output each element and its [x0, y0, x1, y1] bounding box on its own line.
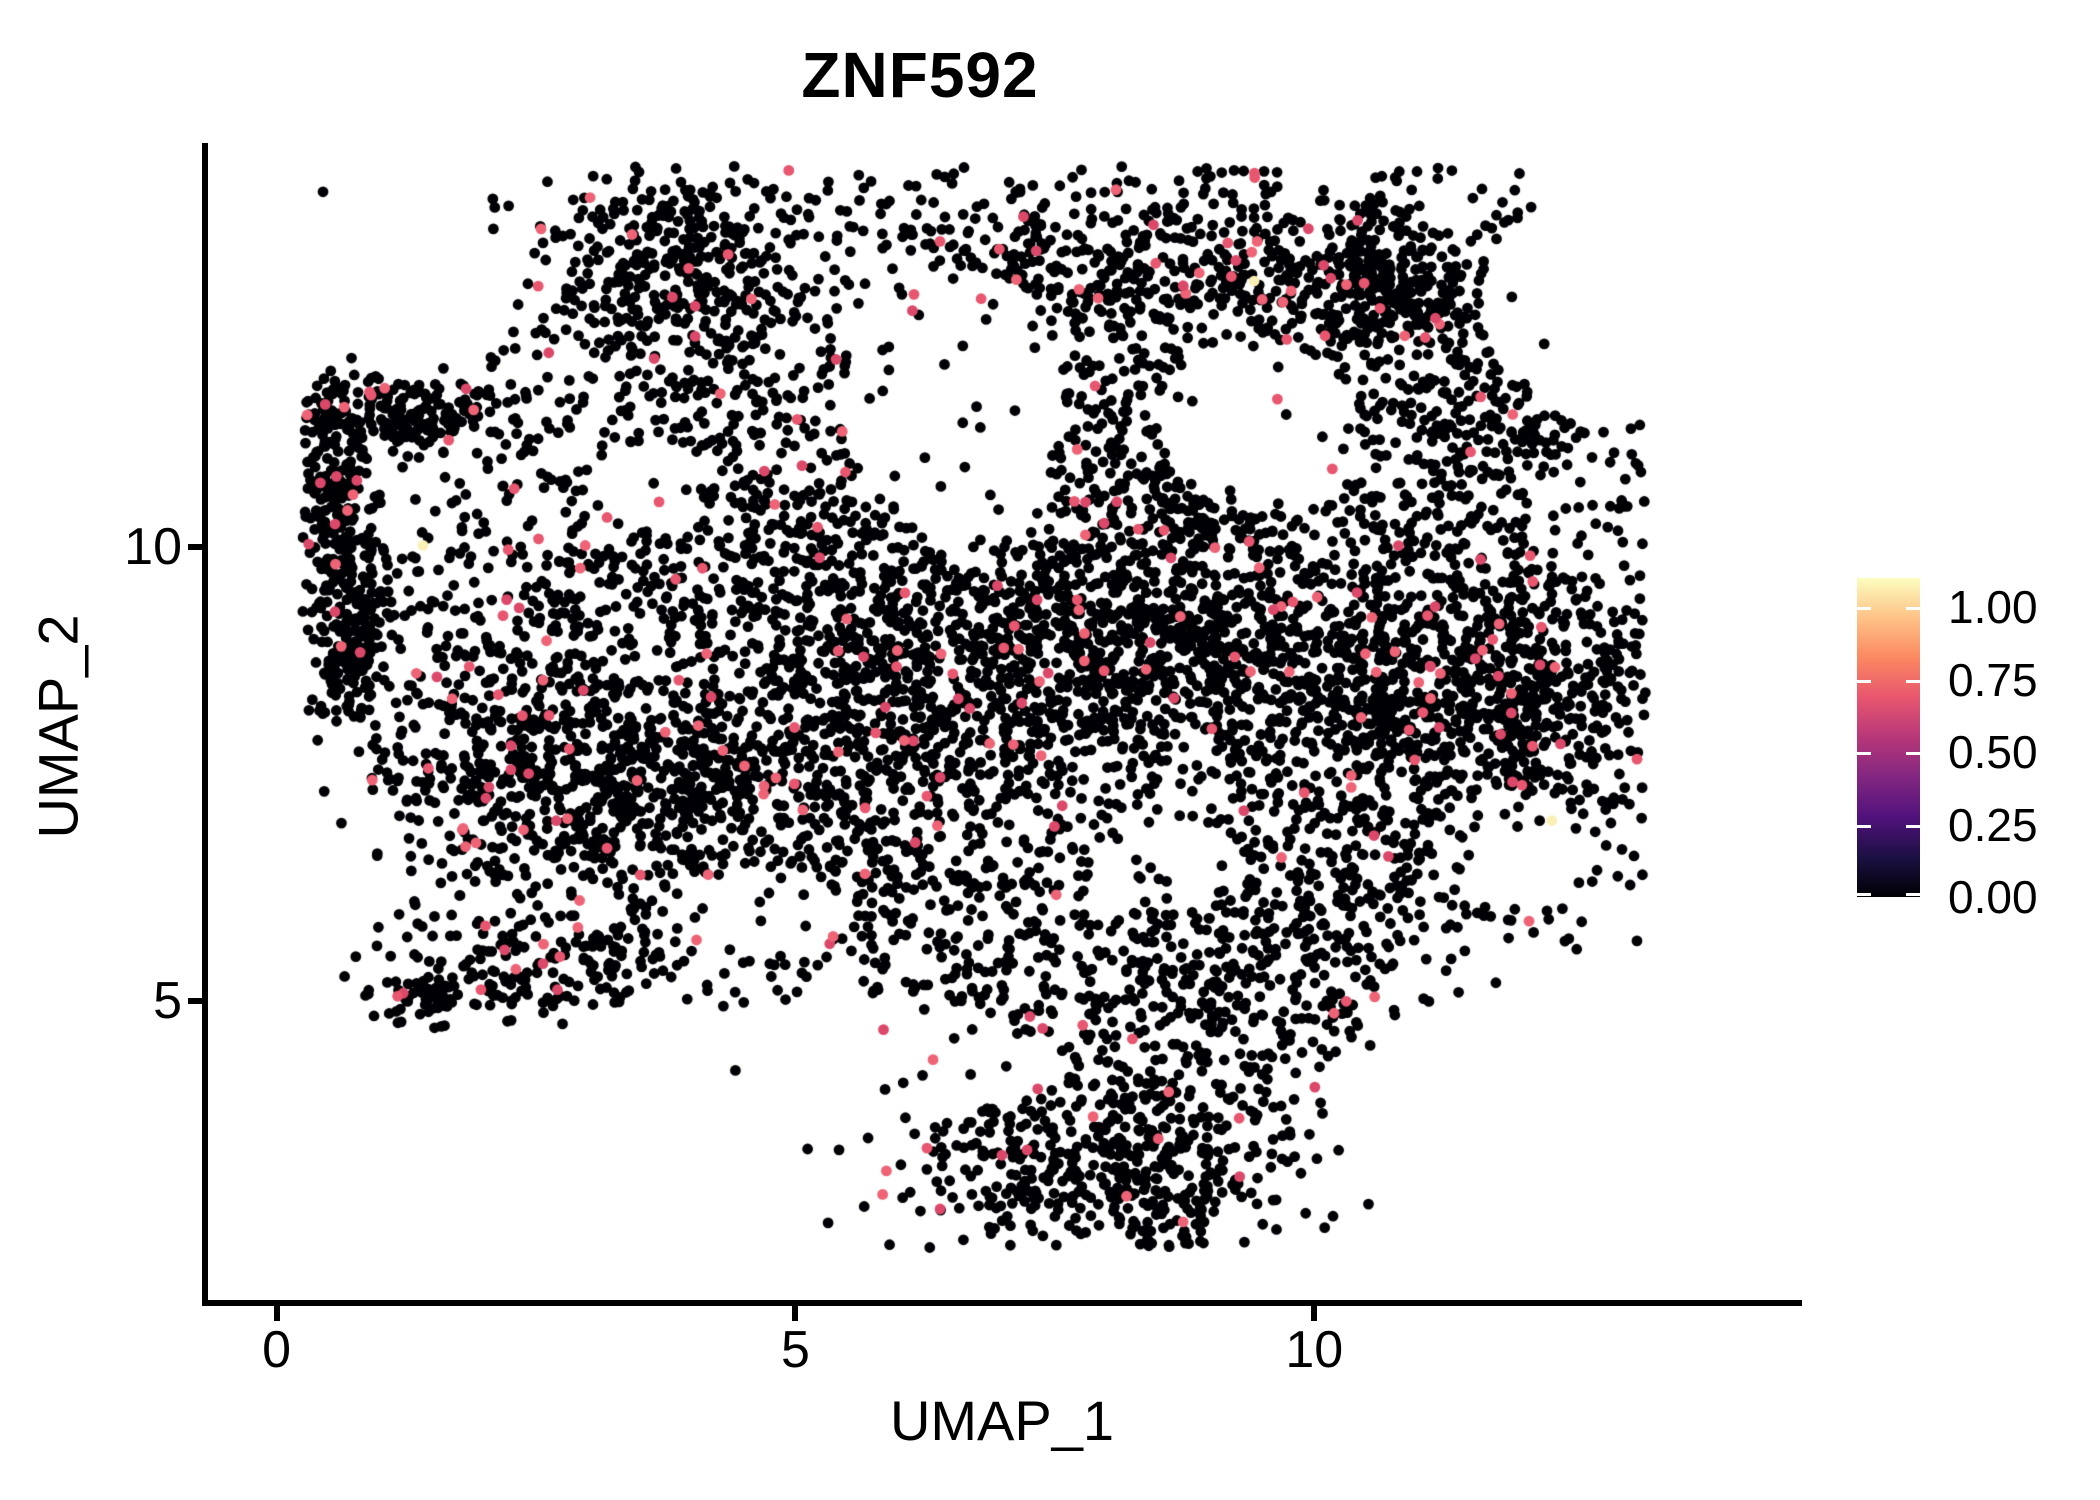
colorbar-tick-label-0.75: 0.75 — [1948, 653, 2038, 706]
y-axis-title: UMAP_2 — [26, 614, 90, 839]
x-tick-label-5: 5 — [780, 1321, 810, 1379]
colorbar-tick-mark — [1906, 752, 1920, 755]
chart-title: ZNF592 — [801, 39, 1039, 111]
x-tick-label-10: 10 — [1285, 1321, 1344, 1379]
x-tick-mark-10 — [1311, 1306, 1318, 1321]
colorbar-tick-mark — [1857, 679, 1871, 683]
colorbar-tick-label-0.00: 0.00 — [1948, 871, 2038, 923]
colorbar-tick-mark — [1857, 607, 1871, 610]
y-tick-label-5: 5 — [153, 972, 182, 1031]
x-axis-line — [202, 1300, 1802, 1306]
y-tick-mark-5 — [188, 998, 203, 1005]
colorbar-tick-mark — [1906, 679, 1920, 683]
x-axis-title: UMAP_1 — [889, 1389, 1115, 1452]
colorbar-tick-mark — [1906, 824, 1920, 828]
colorbar-tick-label-1.00: 1.00 — [1948, 581, 2038, 633]
colorbar-tick-label-0.25: 0.25 — [1948, 798, 2038, 851]
colorbar-legend — [1857, 578, 1920, 897]
colorbar-tick-mark — [1906, 607, 1920, 610]
y-axis-line — [202, 143, 208, 1306]
colorbar-tick-mark — [1906, 893, 1920, 896]
colorbar-tick-mark — [1857, 893, 1871, 896]
x-tick-label-0: 0 — [262, 1321, 292, 1379]
colorbar-tick-mark — [1857, 824, 1871, 828]
x-tick-mark-0 — [273, 1306, 280, 1321]
colorbar-gradient — [1857, 578, 1920, 897]
colorbar-tick-mark — [1857, 752, 1871, 755]
x-tick-mark-5 — [792, 1306, 799, 1321]
colorbar-tick-label-0.50: 0.50 — [1948, 726, 2038, 778]
y-tick-label-10: 10 — [124, 518, 182, 577]
y-tick-mark-10 — [188, 544, 203, 551]
